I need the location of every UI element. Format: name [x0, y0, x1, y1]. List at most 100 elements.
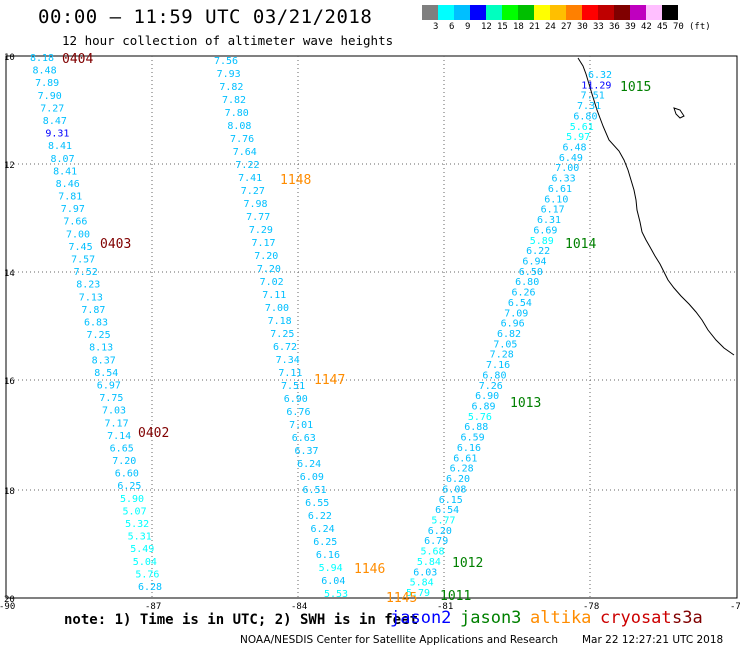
legend-s3a: s3a [672, 608, 703, 628]
wave-height-value: 8.07 [51, 154, 75, 165]
wave-height-value: 7.17 [252, 238, 276, 249]
wave-height-value: 5.53 [324, 589, 348, 600]
color-scale-label: 70 [673, 22, 684, 32]
wave-height-value: 6.26 [512, 288, 536, 299]
wave-height-value: 5.79 [406, 588, 430, 599]
color-swatch [438, 5, 454, 20]
wave-height-value: 7.76 [230, 134, 254, 145]
wave-height-value: 6.61 [548, 184, 572, 195]
wave-height-value: 6.60 [115, 469, 139, 480]
wave-height-value: 7.11 [262, 290, 286, 301]
wave-height-value: 7.29 [249, 225, 273, 236]
color-swatch [614, 5, 630, 20]
wave-height-value: 7.45 [69, 242, 93, 253]
wave-height-value: 6.79 [424, 536, 448, 547]
lon-tick-label: -90 [0, 602, 15, 612]
pass-number-label: 1145 [386, 591, 417, 606]
wave-height-value: 7.20 [257, 264, 281, 275]
wave-height-value: 6.31 [537, 215, 561, 226]
wave-height-value: 6.80 [515, 277, 539, 288]
pass-number-label: 1147 [314, 373, 345, 388]
wave-height-value: 6.89 [471, 402, 495, 413]
wave-height-value: 6.88 [464, 422, 488, 433]
wave-height-value: 6.51 [302, 485, 326, 496]
wave-height-value: 7.87 [81, 305, 105, 316]
wave-height-value: 6.22 [526, 246, 550, 257]
lon-tick-label: -87 [145, 602, 161, 612]
pass-number-label: 0404 [62, 52, 93, 67]
wave-height-value: 7.25 [270, 329, 294, 340]
wave-height-value: 7.90 [38, 91, 62, 102]
wave-height-value: 6.55 [305, 498, 329, 509]
wave-height-value: 7.93 [217, 69, 241, 80]
legend-altika: altika [530, 608, 592, 628]
pass-number-label: 1014 [565, 237, 596, 252]
wave-height-value: 6.20 [446, 474, 470, 485]
wave-height-value: 6.69 [533, 225, 557, 236]
color-scale-label: 3 [433, 22, 439, 32]
wave-height-value: 9.31 [45, 129, 69, 140]
wave-height-value: 8.13 [89, 343, 113, 354]
wave-height-value: 6.80 [482, 370, 506, 381]
wave-height-value: 5.84 [410, 578, 434, 589]
color-swatch [486, 5, 502, 20]
wave-height-value: 6.37 [294, 446, 318, 457]
lat-tick-label: 14 [4, 269, 15, 279]
wave-height-value: 7.77 [246, 212, 270, 223]
wave-height-value: 6.03 [413, 567, 437, 578]
lat-tick-label: 16 [4, 377, 15, 387]
wave-height-value: 7.82 [222, 95, 246, 106]
wave-height-value: 7.89 [35, 78, 59, 89]
lat-tick-label: 10 [4, 53, 15, 63]
coastline [577, 57, 735, 356]
wave-height-value: 6.10 [544, 194, 568, 205]
wave-height-value: 6.90 [475, 391, 499, 402]
wave-height-value: 6.09 [300, 472, 324, 483]
wave-height-value: 5.04 [133, 557, 157, 568]
wave-height-value: 5.77 [431, 515, 455, 526]
wave-height-value: 8.46 [56, 179, 80, 190]
color-scale-label: 42 [641, 22, 652, 32]
color-scale-label: 30 [577, 22, 588, 32]
wave-height-value: 7.18 [268, 316, 292, 327]
legend-jason2: jason2 [390, 608, 452, 628]
wave-height-value: 6.59 [461, 433, 485, 444]
wave-height-value: 6.76 [286, 407, 310, 418]
wave-height-value: 6.22 [308, 511, 332, 522]
color-swatch [422, 5, 438, 20]
wave-height-value: 5.49 [130, 544, 154, 555]
color-scale-label: 6 [449, 22, 455, 32]
color-swatch [518, 5, 534, 20]
legend-cryosat: cryosat [600, 608, 672, 628]
wave-height-value: 5.61 [570, 122, 594, 133]
wave-height-value: 5.68 [421, 547, 445, 558]
color-scale-label: 18 [513, 22, 524, 32]
wave-height-value: 7.41 [238, 173, 262, 184]
wave-height-value: 5.97 [566, 132, 590, 143]
wave-height-value: 7.22 [235, 160, 259, 171]
wave-height-value: 7.20 [112, 456, 136, 467]
wave-height-value: 6.83 [84, 318, 108, 329]
wave-height-value: 7.05 [493, 339, 517, 350]
wave-height-value: 8.48 [33, 66, 57, 77]
wave-height-value: 8.08 [227, 121, 251, 132]
wave-height-value: 6.49 [559, 153, 583, 164]
pass-number-label: 1013 [510, 396, 541, 411]
wave-height-value: 6.54 [508, 298, 532, 309]
color-scale-bar [422, 5, 678, 20]
color-swatch [598, 5, 614, 20]
page-title: 00:00 – 11:59 UTC 03/21/2018 [38, 6, 373, 28]
wave-height-value: 6.96 [501, 319, 525, 330]
wave-height-value: 7.01 [289, 420, 313, 431]
color-swatch [566, 5, 582, 20]
wave-height-value: 7.64 [233, 147, 257, 158]
wave-height-value: 6.63 [292, 433, 316, 444]
wave-height-value: 8.18 [30, 53, 54, 64]
wave-height-value: 7.03 [102, 406, 126, 417]
wave-height-value: 6.50 [519, 267, 543, 278]
wave-height-value: 6.17 [541, 205, 565, 216]
wave-height-value: 7.97 [61, 204, 85, 215]
wave-height-value: 6.97 [97, 380, 121, 391]
